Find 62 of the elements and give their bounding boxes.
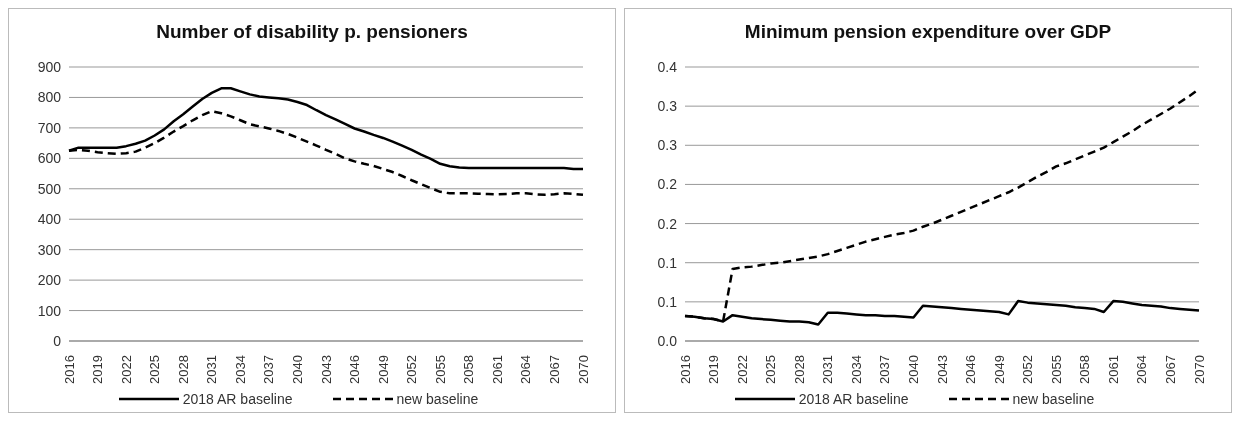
x-tick-label: 2052 [1020,355,1036,384]
x-tick-label: 2034 [232,355,248,384]
y-tick-label: 0.3 [657,98,678,115]
y-tick-label: 0.3 [657,137,678,154]
x-tick-label: 2025 [147,355,163,384]
legend-label: 2018 AR baseline [181,391,293,407]
y-tick-label: 0 [53,332,62,349]
x-tick-label: 2043 [318,355,334,384]
y-tick-label: 0.0 [657,332,678,349]
x-tick-label: 2016 [677,355,693,384]
x-tick-label: 2058 [1077,355,1093,384]
x-tick-label: 2031 [820,355,836,384]
y-tick-label: 500 [37,180,62,197]
x-tick-label: 2061 [489,355,505,384]
x-tick-label: 2040 [905,355,921,384]
x-tick-label: 2067 [546,355,562,384]
y-tick-label: 0.1 [657,293,678,310]
x-tick-label: 2043 [934,355,950,384]
chart-title: Minimum pension expenditure over GDP [743,20,1113,44]
legend-label: 2018 AR baseline [797,391,909,407]
x-tick-label: 2058 [461,355,477,384]
x-tick-label: 2040 [289,355,305,384]
x-tick-label: 2061 [1105,355,1121,384]
x-tick-label: 2034 [848,355,864,384]
x-tick-label: 2070 [575,355,591,384]
x-tick-label: 2052 [404,355,420,384]
y-tick-label: 100 [37,302,62,319]
x-tick-label: 2055 [432,355,448,384]
legend-label: new baseline [395,391,479,407]
x-tick-label: 2022 [734,355,750,384]
y-tick-label: 800 [37,89,62,106]
y-tick-label: 600 [37,150,62,167]
y-tick-label: 0.1 [657,254,678,271]
y-tick-label: 0.2 [657,215,678,232]
x-tick-label: 2046 [963,355,979,384]
x-tick-label: 2028 [175,355,191,384]
x-tick-label: 2070 [1191,355,1207,384]
x-tick-label: 2064 [1134,355,1150,384]
y-tick-label: 0.2 [657,176,678,193]
y-tick-label: 700 [37,119,62,136]
x-tick-label: 2037 [261,355,277,384]
x-tick-label: 2064 [518,355,534,384]
x-tick-label: 2019 [706,355,722,384]
y-tick-label: 200 [37,272,62,289]
x-tick-label: 2016 [61,355,77,384]
y-tick-label: 300 [37,241,62,258]
x-tick-label: 2028 [791,355,807,384]
x-tick-label: 2049 [375,355,391,384]
chart-title: Number of disability p. pensioners [155,20,469,44]
legend-label: new baseline [1011,391,1095,407]
x-tick-label: 2049 [991,355,1007,384]
x-tick-label: 2022 [118,355,134,384]
x-tick-label: 2031 [204,355,220,384]
x-tick-label: 2055 [1048,355,1064,384]
x-tick-label: 2046 [347,355,363,384]
x-tick-label: 2019 [90,355,106,384]
y-tick-label: 400 [37,211,62,228]
x-tick-label: 2067 [1162,355,1178,384]
y-tick-label: 900 [37,58,62,75]
y-tick-label: 0.4 [657,58,678,75]
x-tick-label: 2037 [877,355,893,384]
x-tick-label: 2025 [763,355,779,384]
